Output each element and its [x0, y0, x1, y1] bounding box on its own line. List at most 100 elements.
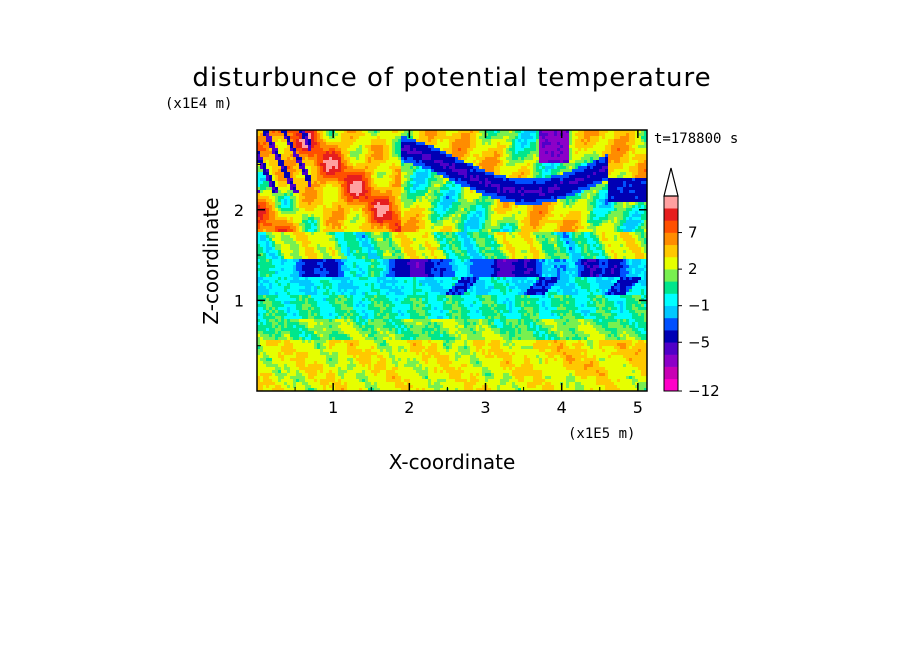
heatmap-cell: [494, 205, 498, 209]
heatmap-cell: [557, 148, 561, 152]
heatmap-cell: [269, 133, 273, 137]
heatmap-cell: [446, 145, 450, 149]
heatmap-cell: [263, 238, 267, 242]
heatmap-cell: [269, 223, 273, 227]
heatmap-cell: [536, 211, 540, 215]
heatmap-cell: [392, 202, 396, 206]
heatmap-cell: [305, 145, 309, 149]
heatmap-cell: [302, 229, 306, 233]
heatmap-cell: [365, 139, 369, 143]
heatmap-cell: [353, 145, 357, 149]
heatmap-cell: [419, 208, 423, 212]
heatmap-cell: [362, 223, 366, 227]
heatmap-cell: [587, 208, 591, 212]
heatmap-cell: [425, 148, 429, 152]
heatmap-cell: [353, 214, 357, 218]
heatmap-cell: [440, 184, 444, 188]
heatmap-cell: [425, 184, 429, 188]
heatmap-cell: [344, 211, 348, 215]
heatmap-cell: [533, 232, 537, 236]
heatmap-cell: [623, 223, 627, 227]
heatmap-cell: [395, 196, 399, 200]
heatmap-cell: [635, 163, 639, 167]
heatmap-cell: [281, 244, 285, 248]
heatmap-cell: [566, 241, 570, 245]
heatmap-cell: [266, 229, 270, 233]
heatmap-cell: [329, 238, 333, 242]
heatmap-cell: [350, 187, 354, 191]
heatmap-cell: [392, 133, 396, 137]
heatmap-cell: [476, 181, 480, 185]
heatmap-cell: [410, 145, 414, 149]
heatmap-cell: [287, 130, 291, 134]
heatmap-cell: [467, 175, 471, 179]
heatmap-cell: [383, 172, 387, 176]
heatmap-cell: [575, 166, 579, 170]
heatmap-cell: [560, 181, 564, 185]
heatmap-cell: [296, 187, 300, 191]
heatmap-cell: [320, 175, 324, 179]
heatmap-cell: [338, 184, 342, 188]
heatmap-cell: [587, 220, 591, 224]
heatmap-cell: [533, 145, 537, 149]
heatmap-cell: [500, 148, 504, 152]
heatmap-cell: [482, 163, 486, 167]
heatmap-cell: [488, 196, 492, 200]
heatmap-cell: [329, 226, 333, 230]
heatmap-cell: [449, 220, 453, 224]
heatmap-cell: [353, 163, 357, 167]
heatmap-cell: [536, 223, 540, 227]
heatmap-cell: [347, 130, 351, 134]
heatmap-cell: [266, 130, 270, 134]
heatmap-cell: [596, 142, 600, 146]
heatmap-cell: [500, 178, 504, 182]
heatmap-cell: [437, 130, 441, 134]
heatmap-cell: [512, 199, 516, 203]
heatmap-cell: [617, 139, 621, 143]
heatmap-cell: [572, 196, 576, 200]
heatmap-cell: [608, 169, 612, 173]
heatmap-cell: [521, 223, 525, 227]
heatmap-cell: [551, 220, 555, 224]
heatmap-cell: [476, 196, 480, 200]
heatmap-cell: [485, 226, 489, 230]
heatmap-cell: [443, 157, 447, 161]
heatmap-cell: [395, 217, 399, 221]
heatmap-cell: [635, 220, 639, 224]
heatmap-cell: [632, 232, 636, 236]
heatmap-cell: [479, 157, 483, 161]
heatmap-cell: [269, 232, 273, 236]
heatmap-cell: [557, 232, 561, 236]
heatmap-cell: [500, 166, 504, 170]
heatmap-cell: [509, 139, 513, 143]
heatmap-cell: [587, 130, 591, 134]
heatmap-cell: [617, 235, 621, 239]
heatmap-cell: [518, 226, 522, 230]
heatmap-cell: [326, 226, 330, 230]
heatmap-cell: [284, 169, 288, 173]
heatmap-cell: [602, 229, 606, 233]
heatmap-cell: [308, 151, 312, 155]
heatmap-cell: [515, 199, 519, 203]
heatmap-cell: [257, 202, 261, 206]
heatmap-cell: [482, 148, 486, 152]
heatmap-cell: [437, 220, 441, 224]
heatmap-cell: [524, 232, 528, 236]
heatmap-cell: [644, 130, 648, 134]
heatmap-cell: [362, 184, 366, 188]
heatmap-cell: [296, 175, 300, 179]
heatmap-cell: [302, 145, 306, 149]
heatmap-cell: [383, 178, 387, 182]
heatmap-cell: [545, 229, 549, 233]
heatmap-cell: [563, 211, 567, 215]
heatmap-cell: [353, 133, 357, 137]
heatmap-cell: [374, 172, 378, 176]
heatmap-cell: [389, 178, 393, 182]
heatmap-cell: [581, 196, 585, 200]
heatmap-cell: [587, 214, 591, 218]
heatmap-cell: [422, 190, 426, 194]
heatmap-cell: [497, 223, 501, 227]
heatmap-cell: [578, 232, 582, 236]
heatmap-cell: [335, 130, 339, 134]
heatmap-cell: [599, 145, 603, 149]
